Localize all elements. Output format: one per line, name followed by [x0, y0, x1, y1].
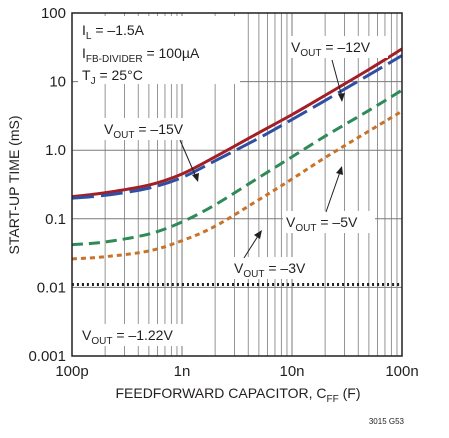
series-label-vout-5v: VOUT = –5V [286, 214, 358, 234]
label-bg-5v [283, 211, 375, 233]
arrow-3v [254, 230, 262, 239]
arrow-12v [338, 93, 345, 102]
condition-load-current: IL = –1.5A [82, 22, 145, 42]
leader-3v [243, 235, 259, 259]
series-line-0 [71, 47, 403, 199]
x-tick-label: 1n [174, 363, 191, 380]
label-bg-15v [100, 118, 204, 140]
label-bg-1-22v [78, 324, 200, 346]
y-axis-title: START-UP TIME (mS) [6, 116, 22, 255]
series-label-vout-12v: VOUT = –12V [291, 39, 371, 59]
conditions-background [78, 16, 240, 84]
y-tick-label: 10 [49, 74, 66, 91]
condition-divider-current: IFB-DIVIDER = 100µA [82, 45, 200, 65]
y-tick-label: 0.01 [37, 279, 66, 296]
leader-12v [331, 59, 343, 98]
series-label-vout-3v: VOUT = –3V [234, 260, 306, 280]
condition-junction-temp: TJ = 25°C [82, 67, 143, 87]
x-tick-label: 100n [385, 363, 418, 380]
series-lines [71, 47, 403, 287]
x-axis-title: FEEDFORWARD CAPACITOR, CFF (F) [115, 385, 360, 405]
leader-5v [325, 171, 341, 213]
y-tick-label: 100 [41, 5, 66, 22]
figure-id: 3015 G53 [369, 417, 405, 426]
series-line-2 [71, 88, 403, 247]
series-label-vout-1-22v: VOUT = –1.22V [82, 327, 173, 347]
label-bg-3v [230, 257, 322, 279]
x-tick-label: 10n [279, 363, 304, 380]
plot-frame [71, 12, 403, 357]
y-tick-label: 0.1 [45, 211, 66, 228]
series-line-3 [71, 109, 403, 261]
arrow-15v [192, 173, 199, 182]
arrow-5v [336, 166, 343, 175]
leader-15v [179, 139, 197, 178]
series-line-1 [71, 54, 403, 200]
series-label-vout-15v: VOUT = –15V [104, 121, 184, 141]
y-tick-label: 1.0 [45, 142, 66, 159]
y-tick-label: 0.001 [28, 348, 66, 365]
label-bg-12v [288, 36, 388, 58]
tick-labels: 100p 1n 10n 100n 0.001 0.01 0.1 1.0 10 100 [28, 5, 418, 380]
x-tick-label: 100p [55, 363, 88, 380]
